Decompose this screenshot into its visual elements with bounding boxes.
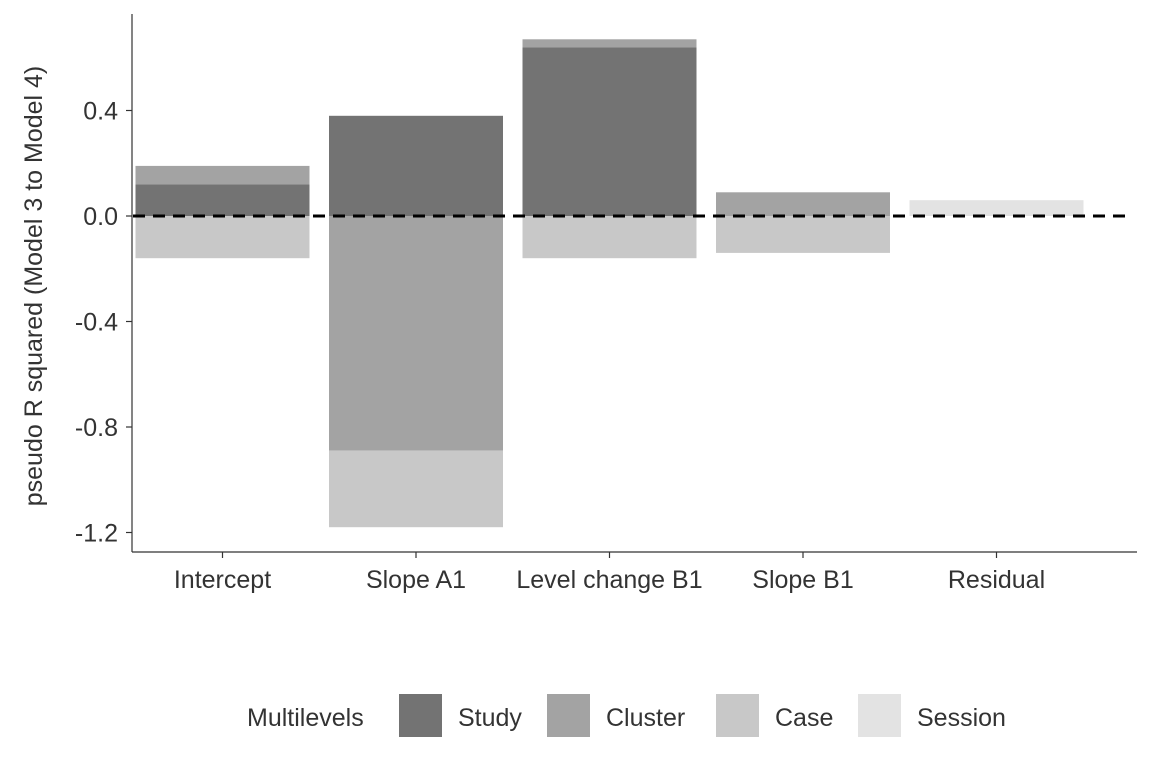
bar-case-level-change-b1 — [522, 216, 697, 259]
bar-case-intercept — [135, 216, 310, 259]
legend-swatch-session — [858, 694, 901, 737]
legend-label-case: Case — [775, 704, 833, 732]
y-axis-label: pseudo R squared (Model 3 to Model 4) — [20, 66, 48, 507]
bar-case-slope-a1 — [329, 450, 503, 528]
legend-label-study: Study — [458, 704, 522, 732]
bar-study-intercept — [135, 184, 310, 216]
legend-swatch-case — [716, 694, 759, 737]
bar-session-residual — [909, 200, 1084, 216]
x-tick-label: Slope B1 — [752, 566, 853, 594]
y-tick-label: -1.2 — [75, 520, 118, 548]
legend-swatch-cluster — [547, 694, 590, 737]
bar-study-slope-a1 — [329, 115, 503, 216]
y-tick-label: -0.8 — [75, 414, 118, 442]
axes-layer: 0.4 0.0 -0.4 -0.8 -1.2 Intercept Slope A1 Level… — [75, 14, 1137, 594]
bar-study-level-change-b1 — [522, 47, 697, 217]
legend-swatch-study — [399, 694, 442, 737]
y-tick-label: -0.4 — [75, 309, 118, 337]
x-tick-label: Slope A1 — [366, 566, 466, 594]
bar-cluster-intercept — [135, 165, 310, 185]
bar-cluster-slope-a1 — [329, 216, 503, 451]
legend-title: Multilevels — [247, 704, 364, 732]
legend-label-session: Session — [917, 704, 1006, 732]
bar-cluster-level-change-b1 — [522, 39, 697, 48]
y-tick-label: 0.4 — [83, 98, 118, 126]
bars-layer — [135, 39, 1084, 528]
y-tick-label: 0.0 — [83, 203, 118, 231]
legend-label-cluster: Cluster — [606, 704, 685, 732]
bar-case-slope-b1 — [716, 216, 890, 253]
bar-cluster-slope-b1 — [716, 192, 890, 216]
legend: Multilevels Study Cluster Case Session — [247, 694, 1006, 737]
x-tick-label: Intercept — [174, 566, 271, 594]
x-tick-label: Level change B1 — [516, 566, 702, 594]
x-tick-label: Residual — [948, 566, 1045, 594]
